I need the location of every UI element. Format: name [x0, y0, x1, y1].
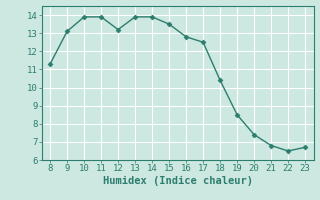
X-axis label: Humidex (Indice chaleur): Humidex (Indice chaleur) [103, 176, 252, 186]
